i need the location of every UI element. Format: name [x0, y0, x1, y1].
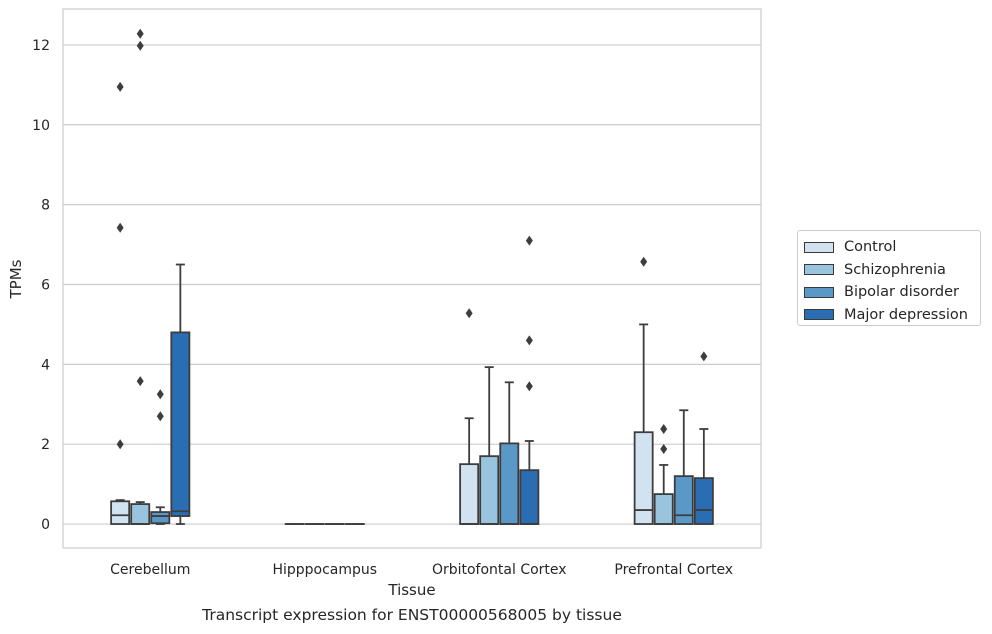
outlier-point [116, 81, 124, 92]
box-body [499, 442, 520, 525]
y-tick-label: 0 [41, 517, 50, 533]
outlier-point [136, 28, 144, 39]
gridlines [63, 44, 761, 525]
box-bipolar-disorder [499, 381, 520, 525]
box-body [170, 331, 191, 517]
box-body [150, 511, 171, 525]
y-tick-labels: 0 2 4 6 8 10 12 [32, 38, 50, 533]
box-bipolar-disorder [673, 409, 694, 525]
legend-item-major-depression: Major depression [804, 304, 980, 327]
box-body [653, 493, 674, 525]
box-bipolar-disorder [150, 389, 171, 525]
outlier-point [465, 308, 473, 319]
outlier-point [525, 381, 533, 392]
legend-item-control: Control [804, 236, 980, 259]
outlier-point [116, 222, 124, 233]
outlier-point [525, 335, 533, 346]
box-schizophrenia [479, 366, 500, 525]
y-tick-label: 8 [41, 198, 50, 214]
x-tick-label: Prefrontal Cortex [614, 562, 733, 578]
chart-caption: Transcript expression for ENST0000056800… [202, 606, 622, 624]
legend-swatch [804, 286, 834, 298]
box-major-depression [693, 351, 714, 525]
box-body [130, 503, 151, 525]
box-body [633, 431, 654, 525]
legend-label: Schizophrenia [844, 261, 946, 278]
y-axis-label: TPMs [7, 259, 25, 299]
box-body [693, 477, 714, 525]
y-tick-label: 12 [32, 38, 50, 54]
box-control [459, 308, 480, 525]
box-body [459, 463, 480, 525]
outlier-point [156, 411, 164, 422]
legend-label: Bipolar disorder [844, 284, 959, 301]
legend-swatch [804, 264, 834, 276]
x-tick-labels: Cerebellum Hipppocampus Orbitofontal Corte… [110, 562, 733, 578]
outlier-point [136, 376, 144, 387]
box-plot-boxes [110, 28, 714, 525]
y-tick-label: 4 [41, 357, 50, 373]
x-tick-label: Orbitofontal Cortex [432, 562, 567, 578]
outlier-point [640, 256, 648, 267]
outlier-point [116, 439, 124, 450]
outlier-point [660, 424, 668, 435]
box-control [110, 81, 131, 525]
plot-frame [62, 8, 762, 549]
box-schizophrenia [653, 424, 674, 525]
box-body [110, 500, 131, 525]
outlier-point [700, 351, 708, 362]
box-body [479, 455, 500, 525]
box-major-depression [519, 235, 540, 525]
y-tick-label: 10 [32, 118, 50, 134]
legend-item-schizophrenia: Schizophrenia [804, 259, 980, 282]
x-axis-label: Tissue [387, 581, 435, 599]
box-body [519, 469, 540, 525]
legend-label: Control [844, 239, 897, 256]
box-body [673, 475, 694, 525]
y-tick-label: 2 [41, 437, 50, 453]
x-tick-label: Hipppocampus [272, 562, 377, 578]
box-schizophrenia [130, 28, 151, 525]
legend-swatch [804, 309, 834, 321]
x-tick-label: Cerebellum [110, 562, 190, 578]
legend-item-bipolar-disorder: Bipolar disorder [804, 281, 980, 304]
y-tick-label: 6 [41, 277, 50, 293]
legend: Control Schizophrenia Bipolar disorder M… [797, 230, 981, 326]
box-major-depression [170, 263, 191, 525]
legend-label: Major depression [844, 306, 968, 323]
outlier-point [136, 40, 144, 51]
outlier-point [156, 389, 164, 400]
legend-swatch [804, 241, 834, 253]
box-control [633, 256, 654, 525]
outlier-point [525, 235, 533, 246]
outlier-point [660, 443, 668, 454]
